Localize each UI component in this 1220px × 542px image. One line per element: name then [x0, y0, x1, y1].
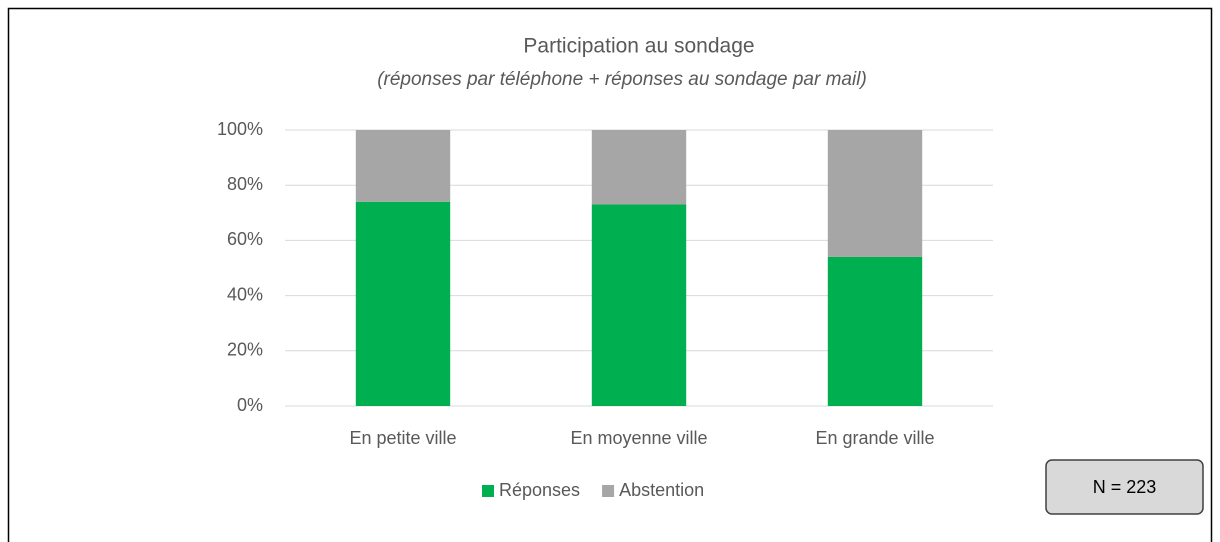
annotation-box [1045, 459, 1204, 515]
y-tick-label: 100% [217, 119, 263, 139]
bar-segment [827, 130, 923, 257]
y-tick-label: 40% [227, 284, 263, 304]
chart-frame [7, 7, 1213, 542]
annotation: N = 223 [1093, 477, 1157, 497]
x-tick-label: En petite ville [349, 428, 456, 448]
legend-label: Réponses [499, 480, 580, 500]
legend-swatch [602, 485, 615, 497]
chart-title: Participation au sondage [523, 35, 754, 58]
y-tick-label: 0% [237, 395, 263, 415]
bar-segment [355, 201, 451, 406]
bar-segment [355, 130, 451, 202]
y-tick-label: 60% [227, 229, 263, 249]
legend-swatch [482, 485, 494, 497]
y-tick-label: 80% [227, 174, 263, 194]
y-tick-label: 20% [227, 340, 263, 360]
legend-label: Abstention [619, 480, 704, 500]
bar-segment [591, 130, 687, 205]
bar-segment [827, 256, 923, 406]
x-tick-label: En grande ville [815, 428, 934, 448]
bar-segment [591, 204, 687, 406]
chart-subtitle: (réponses par téléphone + réponses au so… [377, 69, 867, 90]
x-tick-label: En moyenne ville [570, 428, 707, 448]
